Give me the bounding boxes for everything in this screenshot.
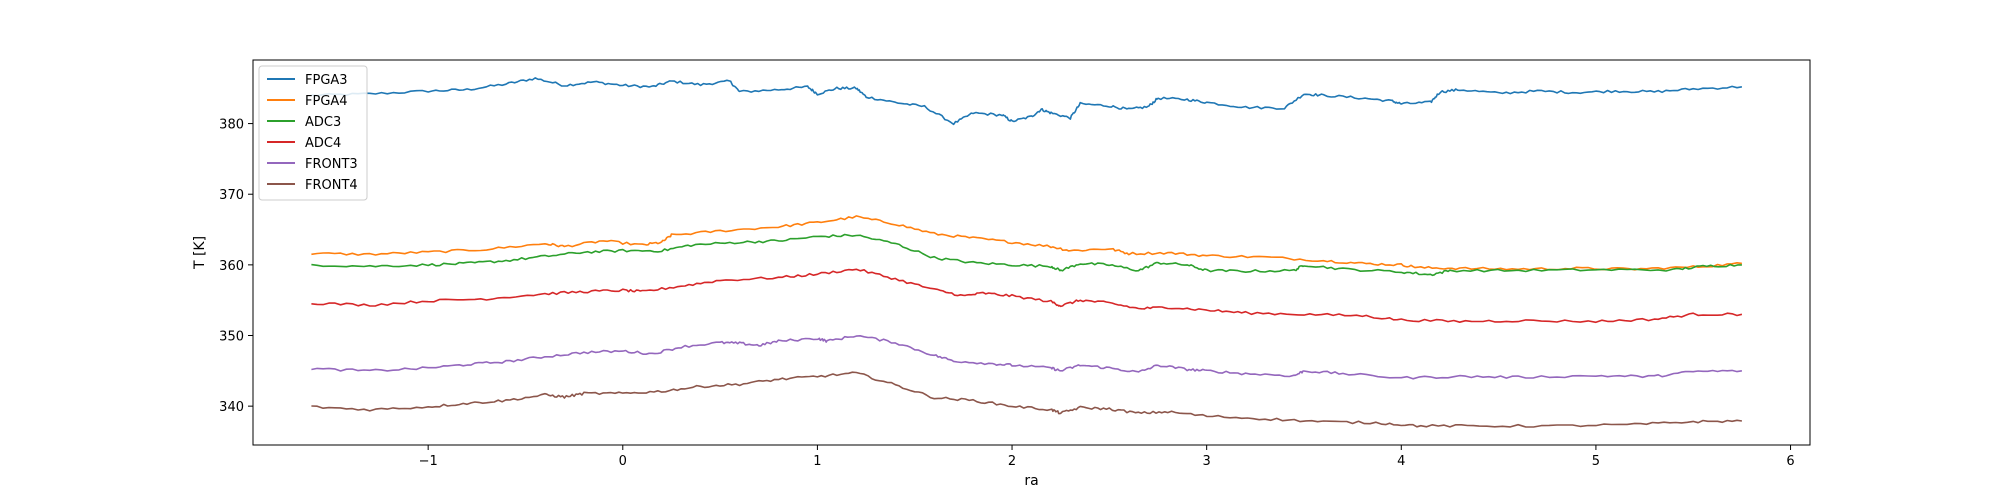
series-line-adc4 [311, 268, 1743, 324]
y-axis-label: T [K] [192, 236, 208, 270]
x-tick-label: 0 [619, 454, 627, 469]
legend-label-front4: FRONT4 [305, 178, 358, 193]
legend-label-front3: FRONT3 [305, 157, 358, 172]
legend: FPGA3 FPGA4 ADC3 ADC4 FRONT3 FRONT4 [258, 65, 368, 201]
series-line-fpga3 [311, 77, 1743, 126]
x-tick-label: 2 [1008, 454, 1016, 469]
legend-label-adc4: ADC4 [305, 136, 341, 151]
series-line-adc3 [311, 233, 1742, 277]
y-tick-label: 350 [219, 330, 244, 345]
x-tick-label: −1 [419, 454, 438, 469]
x-axis: −1 0 1 2 3 4 5 6 [419, 445, 1795, 469]
legend-label-adc3: ADC3 [305, 115, 341, 130]
x-tick-label: 6 [1786, 454, 1794, 469]
legend-label-fpga4: FPGA4 [305, 94, 348, 109]
x-tick-label: 5 [1592, 454, 1600, 469]
plot-area [311, 77, 1743, 428]
series-line-front4 [311, 371, 1743, 428]
x-tick-label: 1 [813, 454, 821, 469]
y-tick-label: 360 [219, 259, 244, 274]
axes-frame [252, 59, 1811, 446]
x-tick-label: 3 [1203, 454, 1211, 469]
y-axis: 340 350 360 370 380 [219, 118, 253, 415]
legend-label-fpga3: FPGA3 [305, 73, 348, 88]
x-axis-label: ra [1024, 473, 1038, 489]
series-line-fpga4 [311, 215, 1742, 271]
series-line-front3 [311, 334, 1743, 380]
y-tick-label: 370 [219, 188, 244, 203]
y-tick-label: 340 [219, 400, 244, 415]
x-tick-label: 4 [1397, 454, 1405, 469]
y-tick-label: 380 [219, 118, 244, 133]
